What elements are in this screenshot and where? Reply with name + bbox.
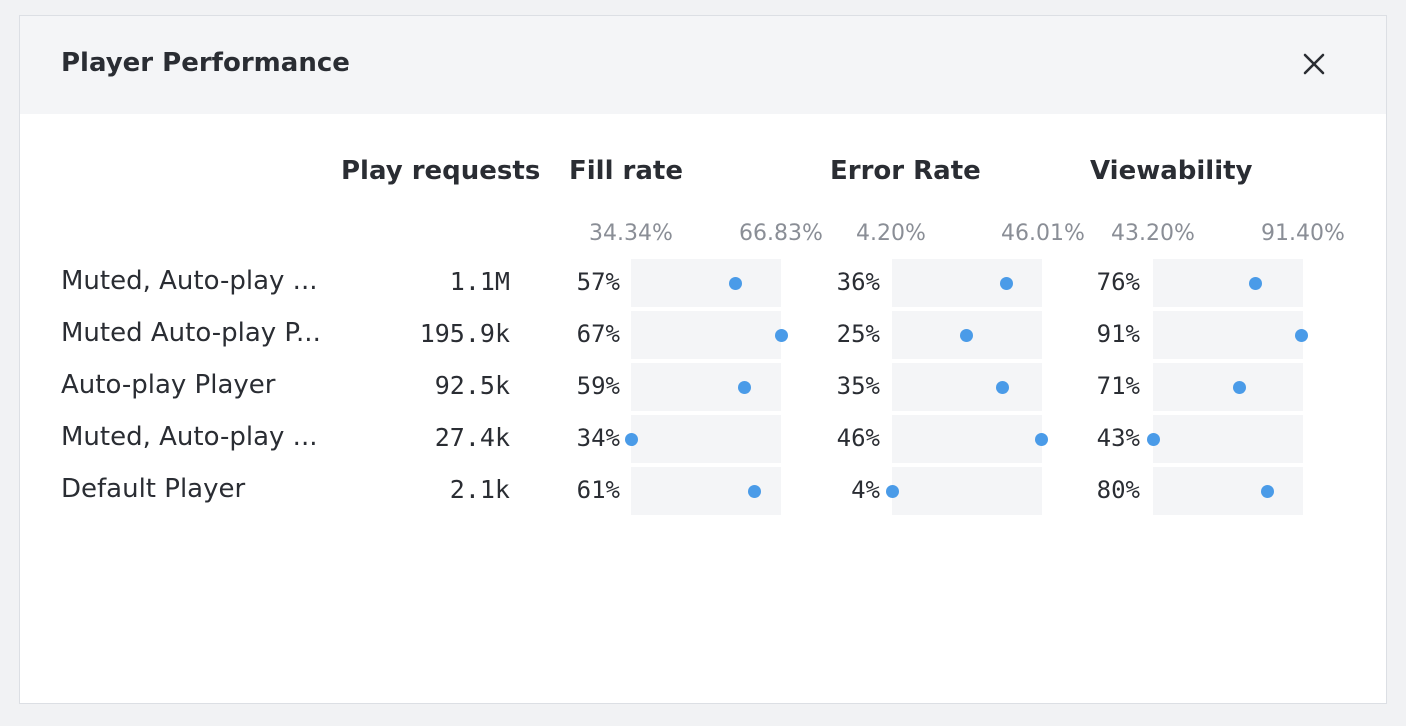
error-rate-dot — [999, 276, 1013, 290]
row-name[interactable]: Muted Auto-play P... — [61, 318, 321, 348]
fill-rate-track — [631, 415, 781, 463]
fill-rate-value: 57% — [576, 268, 620, 296]
play-requests-value: 27.4k — [434, 423, 510, 452]
error-rate-track — [892, 259, 1042, 307]
fill-rate-range-min: 34.34% — [589, 221, 673, 246]
viewability-dot — [1248, 276, 1262, 290]
viewability-track — [1153, 259, 1303, 307]
error-rate-dot — [995, 380, 1009, 394]
row-name[interactable]: Default Player — [61, 474, 246, 504]
column-header-play-requests[interactable]: Play requests — [341, 156, 541, 186]
play-requests-value: 2.1k — [449, 475, 510, 504]
play-requests-value: 1.1M — [449, 267, 510, 296]
error-rate-value: 25% — [836, 320, 880, 348]
dialog-header: Player Performance — [20, 16, 1386, 114]
fill-rate-dot — [747, 484, 761, 498]
error-rate-track — [892, 415, 1042, 463]
viewability-dot — [1261, 484, 1275, 498]
error-rate-dot — [1035, 432, 1049, 446]
fill-rate-dot — [729, 276, 743, 290]
dialog-title: Player Performance — [61, 48, 350, 78]
viewability-range-max: 91.40% — [1261, 221, 1345, 246]
fill-rate-track — [631, 311, 781, 359]
player-performance-dialog: Player Performance Play requests Fill ra… — [19, 15, 1387, 704]
viewability-range-min: 43.20% — [1111, 221, 1195, 246]
error-rate-dot — [885, 484, 899, 498]
fill-rate-value: 59% — [576, 372, 620, 400]
fill-rate-value: 67% — [576, 320, 620, 348]
error-rate-track — [892, 467, 1042, 515]
play-requests-value: 195.9k — [419, 319, 510, 348]
close-button[interactable] — [1294, 44, 1334, 84]
column-header-error-rate[interactable]: Error Rate — [830, 156, 981, 186]
error-rate-range-min: 4.20% — [856, 221, 926, 246]
fill-rate-track — [631, 363, 781, 411]
viewability-value: 43% — [1096, 424, 1140, 452]
error-rate-value: 4% — [851, 476, 880, 504]
error-rate-value: 35% — [836, 372, 880, 400]
error-rate-value: 46% — [836, 424, 880, 452]
column-header-viewability[interactable]: Viewability — [1090, 156, 1253, 186]
viewability-track — [1153, 467, 1303, 515]
row-name[interactable]: Muted, Auto-play ... — [61, 422, 318, 452]
column-header-fill-rate[interactable]: Fill rate — [569, 156, 683, 186]
fill-rate-dot — [774, 328, 788, 342]
viewability-track — [1153, 363, 1303, 411]
error-rate-track — [892, 363, 1042, 411]
viewability-value: 91% — [1096, 320, 1140, 348]
play-requests-value: 92.5k — [434, 371, 510, 400]
error-rate-range-max: 46.01% — [1001, 221, 1085, 246]
row-name[interactable]: Muted, Auto-play ... — [61, 266, 318, 296]
fill-rate-range-max: 66.83% — [739, 221, 823, 246]
viewability-value: 80% — [1096, 476, 1140, 504]
viewability-value: 71% — [1096, 372, 1140, 400]
fill-rate-value: 34% — [576, 424, 620, 452]
error-rate-dot — [960, 328, 974, 342]
viewability-track — [1153, 415, 1303, 463]
viewability-track — [1153, 311, 1303, 359]
error-rate-value: 36% — [836, 268, 880, 296]
row-name[interactable]: Auto-play Player — [61, 370, 276, 400]
fill-rate-track — [631, 259, 781, 307]
viewability-dot — [1295, 328, 1309, 342]
viewability-dot — [1146, 432, 1160, 446]
fill-rate-dot — [738, 380, 752, 394]
close-icon — [1303, 53, 1325, 75]
viewability-dot — [1233, 380, 1246, 394]
fill-rate-dot — [624, 432, 638, 446]
fill-rate-value: 61% — [576, 476, 620, 504]
viewability-value: 76% — [1096, 268, 1140, 296]
